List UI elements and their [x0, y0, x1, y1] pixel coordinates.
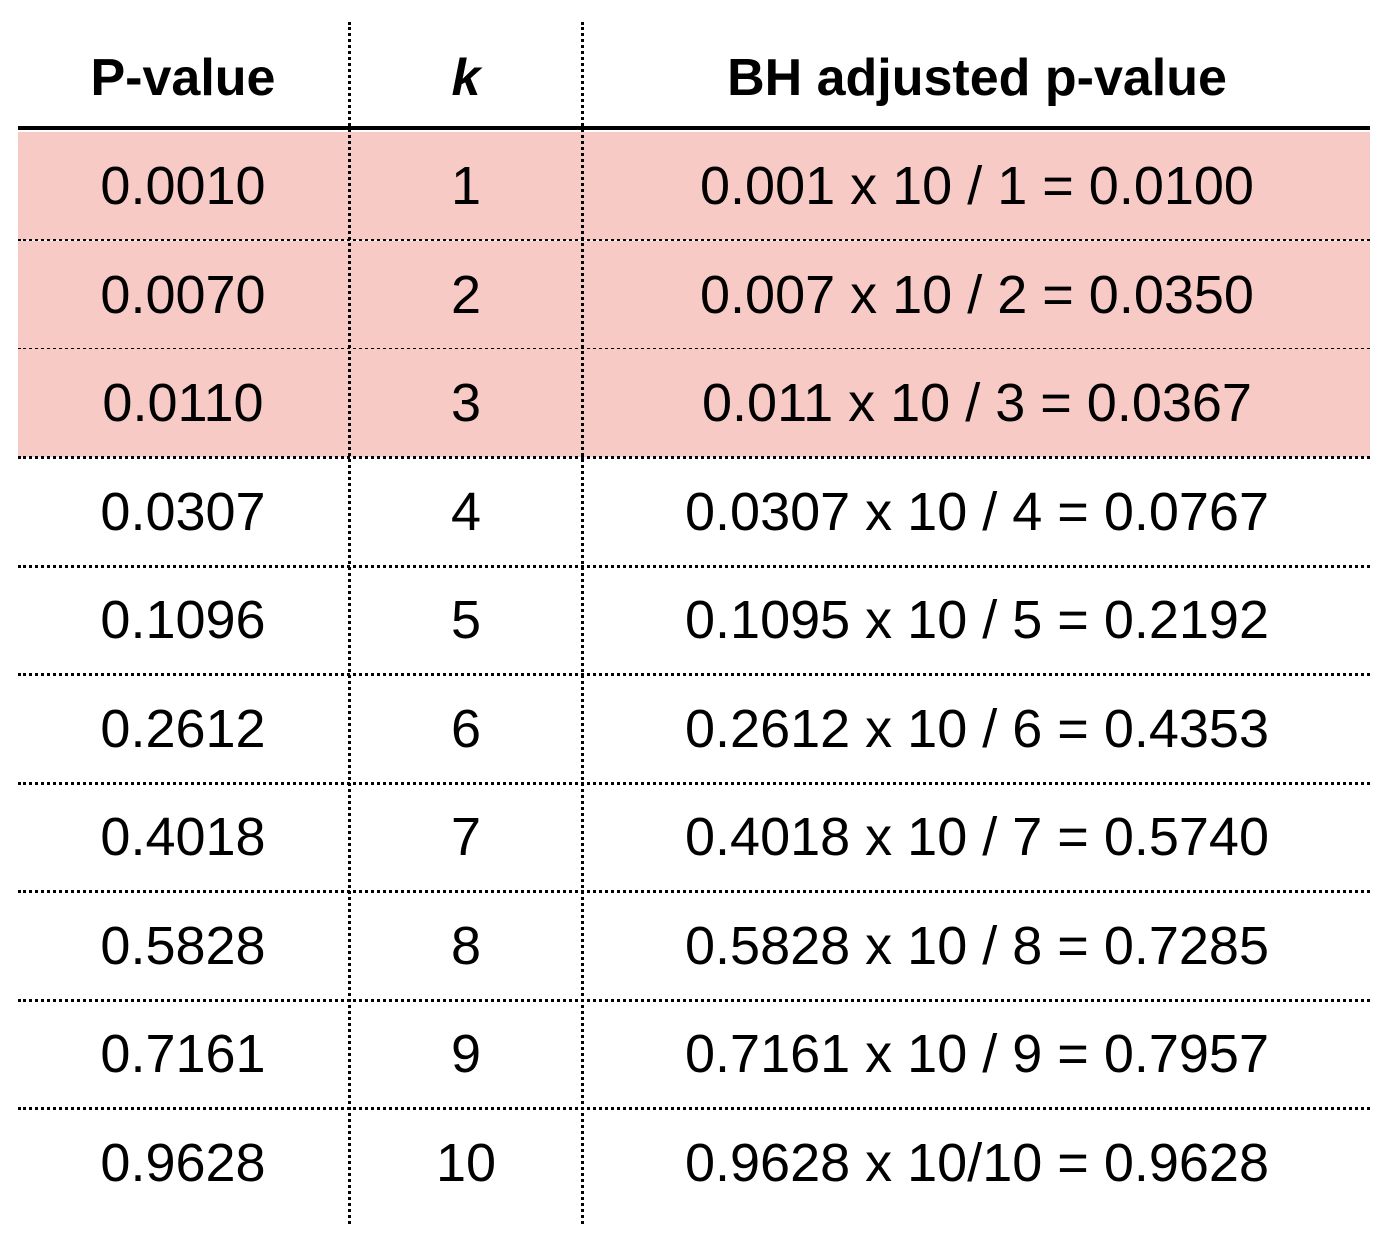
k-cell: 6 [450, 698, 482, 759]
row-divider [18, 673, 1370, 676]
k-cell: 8 [450, 915, 482, 976]
k-cell: 2 [450, 264, 482, 325]
p-value-cell: 0.0110 [102, 373, 264, 433]
table-row: 0.0307 4 0.0307 x 10 / 4 = 0.0767 [18, 458, 1370, 568]
bh-adjusted-cell: 0.007 x 10 / 2 = 0.0350 [700, 264, 1254, 325]
p-value-cell: 0.0070 [100, 264, 266, 325]
bh-adjusted-cell: 0.2612 x 10 / 6 = 0.4353 [685, 698, 1269, 759]
table-row-significant: 0.0110 3 0.011 x 10 / 3 = 0.0367 [18, 349, 1370, 459]
table-row: 0.1096 5 0.1095 x 10 / 5 = 0.2192 [18, 566, 1370, 676]
k-cell: 3 [450, 373, 482, 433]
header-p-value: P-value [90, 48, 276, 107]
column-divider-2 [581, 22, 584, 1224]
k-cell: 5 [450, 590, 482, 650]
p-value-cell: 0.4018 [100, 807, 266, 867]
bh-adjusted-cell: 0.001 x 10 / 1 = 0.0100 [700, 156, 1254, 216]
table-header: P-value k BH adjusted p-value [18, 30, 1370, 125]
table-row: 0.7161 9 0.7161 x 10 / 9 = 0.7957 [18, 1000, 1370, 1110]
bh-adjustment-table: P-value k BH adjusted p-value 0.0010 1 0.0… [18, 0, 1370, 1245]
table-row: 0.5828 8 0.5828 x 10 / 8 = 0.7285 [18, 892, 1370, 1002]
bh-adjusted-cell: 0.1095 x 10 / 5 = 0.2192 [685, 590, 1269, 650]
k-cell: 10 [435, 1132, 497, 1193]
k-cell: 9 [450, 1024, 482, 1084]
table-row: 0.9628 10 0.9628 x 10/10 = 0.9628 [18, 1109, 1370, 1217]
row-divider [18, 781, 1370, 785]
row-divider [18, 1107, 1370, 1110]
header-bh-adjusted: BH adjusted p-value [727, 48, 1227, 107]
header-k: k [451, 48, 481, 107]
row-divider [18, 890, 1370, 893]
p-value-cell: 0.2612 [100, 698, 266, 759]
p-value-cell: 0.0010 [100, 156, 266, 216]
p-value-cell: 0.5828 [100, 915, 266, 976]
p-value-cell: 0.7161 [100, 1024, 266, 1084]
bh-adjusted-cell: 0.5828 x 10 / 8 = 0.7285 [685, 915, 1269, 976]
table-row: 0.2612 6 0.2612 x 10 / 6 = 0.4353 [18, 675, 1370, 785]
row-divider [18, 998, 1370, 1002]
bh-adjusted-cell: 0.0307 x 10 / 4 = 0.0767 [685, 481, 1269, 542]
p-value-cell: 0.0307 [100, 481, 266, 542]
column-divider-1 [348, 22, 351, 1224]
bh-adjusted-cell: 0.011 x 10 / 3 = 0.0367 [702, 373, 1252, 433]
p-value-cell: 0.9628 [100, 1132, 266, 1193]
k-cell: 7 [450, 807, 482, 867]
k-cell: 1 [450, 156, 482, 216]
p-value-cell: 0.1096 [100, 590, 266, 650]
bh-adjusted-cell: 0.7161 x 10 / 9 = 0.7957 [685, 1024, 1269, 1084]
bh-adjusted-cell: 0.9628 x 10/10 = 0.9628 [684, 1132, 1269, 1193]
table-row-significant: 0.0010 1 0.001 x 10 / 1 = 0.0100 [18, 132, 1370, 242]
table-row-significant: 0.0070 2 0.007 x 10 / 2 = 0.0350 [18, 240, 1370, 351]
row-divider [18, 456, 1370, 459]
bh-adjusted-cell: 0.4018 x 10 / 7 = 0.5740 [685, 807, 1269, 867]
row-divider [18, 564, 1370, 568]
k-cell: 4 [450, 481, 482, 542]
header-divider [18, 126, 1370, 130]
table-row: 0.4018 7 0.4018 x 10 / 7 = 0.5740 [18, 783, 1370, 893]
